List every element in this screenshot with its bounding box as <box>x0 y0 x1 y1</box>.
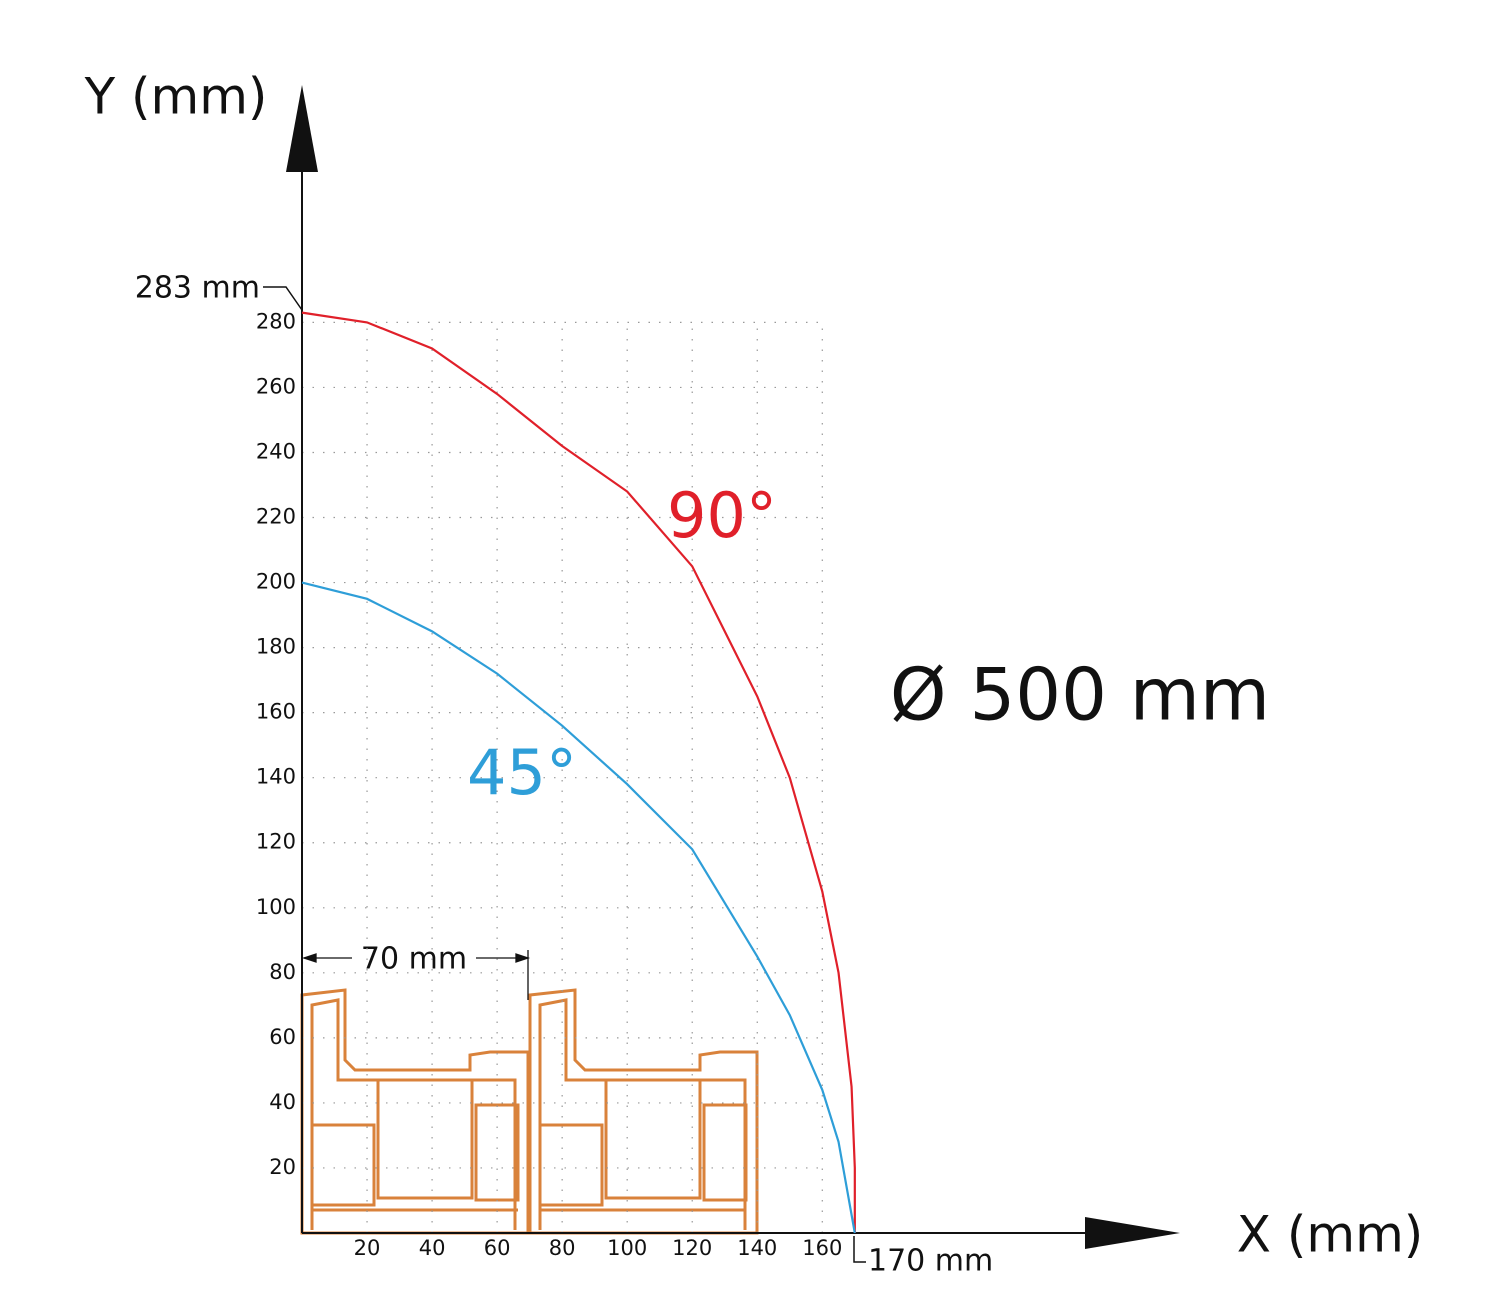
leader <box>263 286 303 311</box>
y-tick-label: 180 <box>256 635 296 659</box>
series-line <box>301 581 856 1234</box>
x-tick-label: 120 <box>672 1236 712 1260</box>
y-tick-label: 40 <box>269 1090 296 1114</box>
x-axis-arrow <box>1085 1217 1180 1249</box>
y-tick-label: 200 <box>256 570 296 594</box>
x-tick-label: 160 <box>802 1236 842 1260</box>
y-tick-label: 120 <box>256 830 296 854</box>
y-tick-label: 260 <box>256 374 296 398</box>
y-tick-label: 20 <box>269 1155 296 1179</box>
series-label: 90° <box>667 479 777 552</box>
y-axis-label: Y (mm) <box>84 68 268 126</box>
x-tick-label: 60 <box>484 1236 511 1260</box>
annotation: 170 mm <box>868 1244 993 1279</box>
y-tick-label: 220 <box>256 505 296 529</box>
x-tick-label: 140 <box>737 1236 777 1260</box>
y-tick-label: 160 <box>256 700 296 724</box>
series-label: 45° <box>467 736 577 809</box>
x-tick-label: 100 <box>607 1236 647 1260</box>
window-profile <box>300 988 759 1235</box>
y-axis-arrow <box>286 85 318 172</box>
annotation: 70 mm <box>361 942 467 977</box>
y-tick-label: 80 <box>269 960 296 984</box>
x-tick-label: 20 <box>354 1236 381 1260</box>
y-tick-label: 140 <box>256 765 296 789</box>
x-axis-label: X (mm) <box>1237 1206 1424 1264</box>
y-tick-label: 280 <box>256 309 296 333</box>
annotation: Ø 500 mm <box>890 653 1270 737</box>
leader <box>853 1236 866 1263</box>
x-tick-label: 40 <box>419 1236 446 1260</box>
y-tick-label: 100 <box>256 895 296 919</box>
x-tick-label: 80 <box>549 1236 576 1260</box>
y-tick-label: 60 <box>269 1025 296 1049</box>
series-line <box>301 311 856 1233</box>
label-bg <box>352 942 476 976</box>
y-tick-label: 240 <box>256 439 296 463</box>
annotation: 283 mm <box>135 271 260 306</box>
